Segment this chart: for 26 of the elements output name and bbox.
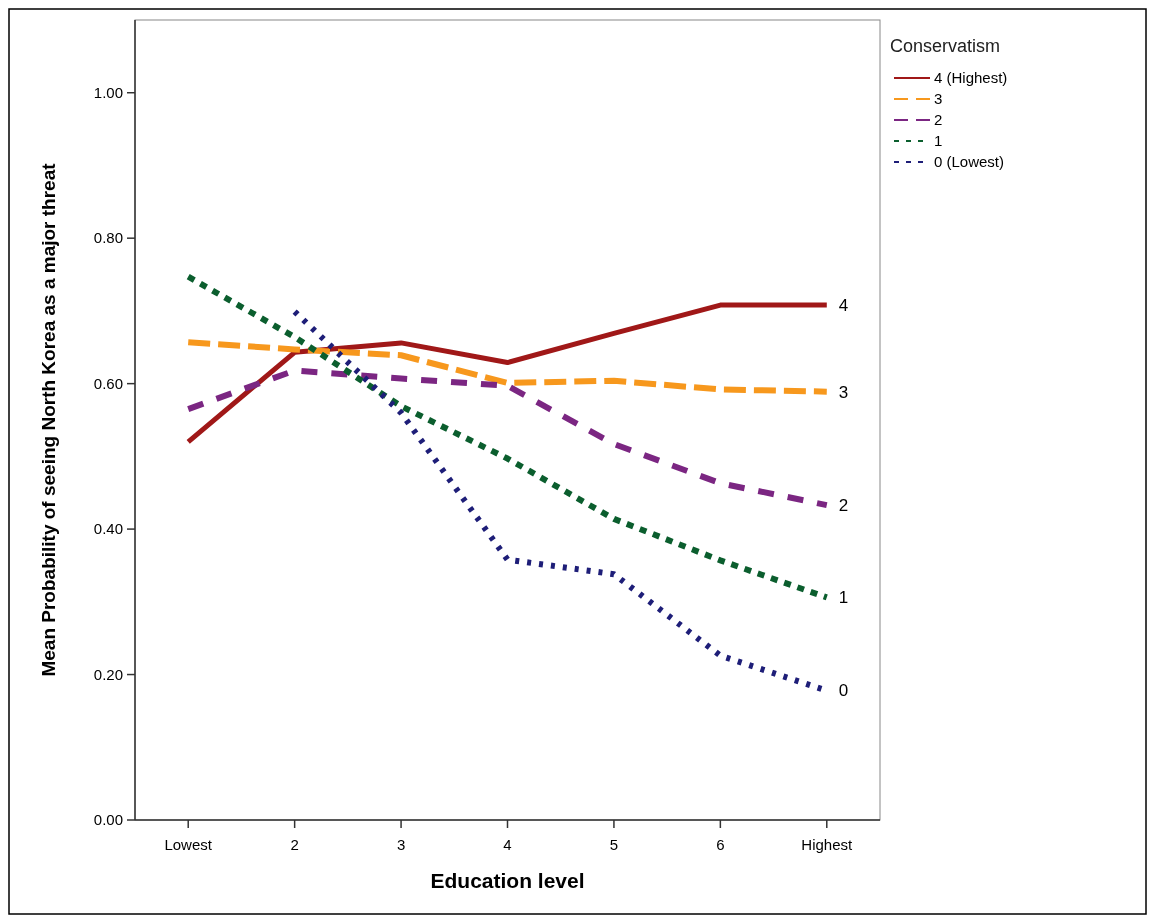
- x-axis-title: Education level: [430, 869, 585, 892]
- legend-label: 0 (Lowest): [934, 153, 1005, 171]
- legend-label: 4 (Highest): [934, 69, 1008, 87]
- x-tick-label: Highest: [801, 836, 854, 853]
- x-tick-label: 2: [290, 836, 299, 853]
- x-tick-label: 5: [609, 836, 619, 853]
- annotation: 1: [838, 588, 849, 608]
- annotation: 3: [838, 382, 849, 402]
- x-tick-label: Lowest: [164, 836, 213, 853]
- legend-label: 2: [934, 111, 943, 129]
- x-tick-label: 4: [503, 836, 512, 853]
- legend-title: Conservatism: [890, 36, 1001, 56]
- annotation: 0: [838, 681, 849, 701]
- annotation: 4: [838, 296, 849, 316]
- x-tick-label: 3: [396, 836, 406, 853]
- y-tick-label: 1.00: [93, 83, 123, 101]
- y-tick-label: 0.60: [93, 374, 123, 392]
- legend-label: 1: [934, 132, 943, 150]
- annotation: 2: [838, 496, 849, 516]
- y-tick-label: 0.80: [93, 229, 123, 247]
- y-tick-label: 0.00: [93, 811, 123, 829]
- x-tick-label: 6: [716, 836, 725, 853]
- y-tick-label: 0.20: [93, 665, 123, 683]
- y-tick-label: 0.40: [93, 520, 123, 538]
- y-axis-title: Mean Probability of seeing North Korea as a major threat: [38, 162, 59, 677]
- legend-label: 3: [934, 90, 943, 108]
